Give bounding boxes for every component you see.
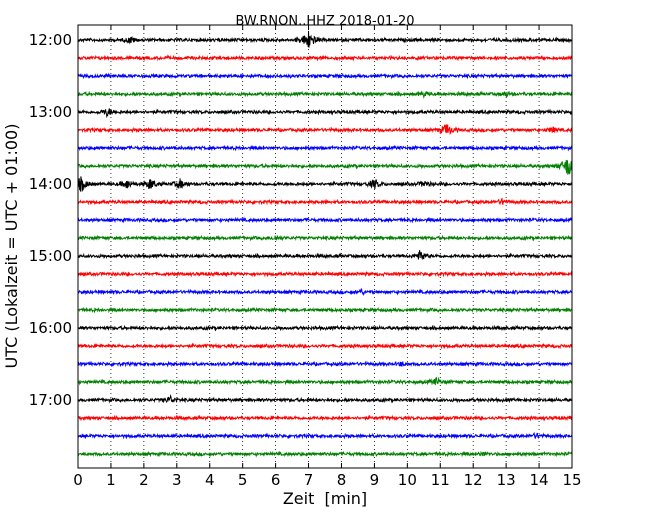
x-axis-label: Zeit [min] (283, 489, 367, 508)
x-tick-label: 7 (304, 471, 314, 489)
trace-line (77, 108, 573, 119)
trace-line (77, 72, 573, 80)
x-tick-label: 1 (106, 471, 116, 489)
trace-line (77, 360, 573, 368)
y-tick-label: 14:00 (29, 175, 72, 193)
trace-lines (77, 30, 573, 458)
trace-line (77, 324, 573, 332)
x-tick-label: 8 (337, 471, 347, 489)
x-tick-label: 5 (238, 471, 248, 489)
x-tick-label: 15 (562, 471, 581, 489)
y-tick-label: 15:00 (29, 247, 72, 265)
trace-line (77, 342, 573, 350)
trace-line (77, 197, 573, 206)
x-tick-label: 4 (205, 471, 215, 489)
trace-line (77, 159, 573, 175)
trace-line (77, 393, 573, 404)
trace-line (77, 234, 573, 242)
x-tick-label: 11 (431, 471, 450, 489)
trace-line (77, 250, 573, 261)
x-tick-label: 0 (73, 471, 83, 489)
trace-line (77, 431, 573, 440)
y-tick-label: 13:00 (29, 103, 72, 121)
trace-line (77, 306, 573, 314)
trace-line (77, 176, 573, 192)
y-tick-label: 16:00 (29, 319, 72, 337)
trace-line (77, 216, 573, 224)
trace-line (77, 124, 573, 135)
x-tick-label: 3 (172, 471, 182, 489)
chart-title: BW.RNON..HHZ 2018-01-20 (235, 14, 414, 29)
trace-line (77, 414, 573, 422)
x-tick-label: 13 (497, 471, 516, 489)
trace-line (77, 270, 573, 278)
trace-line (77, 30, 573, 48)
trace-line (77, 144, 573, 152)
trace-line (77, 376, 573, 386)
trace-line (77, 450, 573, 458)
y-axis: 12:00 13:00 14:00 15:00 16:00 17:00 (29, 31, 572, 409)
x-tick-label: 9 (370, 471, 380, 489)
y-tick-label: 12:00 (29, 31, 72, 49)
x-tick-label: 2 (139, 471, 149, 489)
trace-line (77, 287, 573, 297)
trace-line (77, 90, 573, 99)
plot-frame (77, 24, 573, 469)
x-tick-label: 10 (398, 471, 417, 489)
x-axis: 0 1 2 3 4 5 6 7 8 9 10 11 12 13 14 15 (73, 25, 582, 489)
y-tick-label: 17:00 (29, 391, 72, 409)
y-axis-label: UTC (Lokalzeit = UTC + 01:00) (2, 124, 21, 369)
trace-line (77, 54, 573, 62)
x-tick-label: 14 (530, 471, 549, 489)
x-tick-label: 12 (464, 471, 483, 489)
x-tick-label: 6 (271, 471, 281, 489)
